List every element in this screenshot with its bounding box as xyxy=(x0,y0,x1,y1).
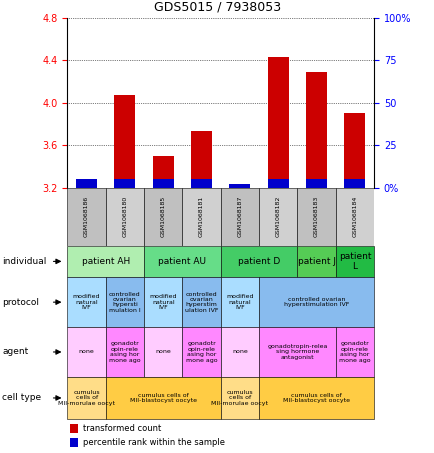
Text: patient D: patient D xyxy=(237,257,279,266)
Text: GSM1068184: GSM1068184 xyxy=(352,196,357,237)
Bar xyxy=(182,327,220,377)
Bar xyxy=(306,179,326,188)
Text: patient AH: patient AH xyxy=(82,257,130,266)
Bar xyxy=(335,327,373,377)
Text: GSM1068185: GSM1068185 xyxy=(161,196,165,237)
Bar xyxy=(306,72,326,188)
Bar xyxy=(144,327,182,377)
Text: cumulus
cells of
MII-morulae oocyt: cumulus cells of MII-morulae oocyt xyxy=(211,390,268,406)
Bar xyxy=(70,424,78,433)
Bar xyxy=(144,277,182,327)
Text: modified
natural
IVF: modified natural IVF xyxy=(149,294,177,310)
Text: GSM1068187: GSM1068187 xyxy=(237,196,242,237)
Text: GDS5015 / 7938053: GDS5015 / 7938053 xyxy=(154,0,280,13)
Text: controlled
ovarian
hyperstim
ulation IVF: controlled ovarian hyperstim ulation IVF xyxy=(184,292,218,313)
Bar xyxy=(344,179,365,188)
Bar xyxy=(220,277,259,327)
Bar xyxy=(144,246,220,277)
Bar xyxy=(114,95,135,188)
Text: none: none xyxy=(231,349,247,355)
Bar xyxy=(191,131,212,188)
Bar xyxy=(67,377,105,419)
Bar xyxy=(76,179,97,188)
Bar xyxy=(297,188,335,246)
Bar xyxy=(335,246,373,277)
Text: agent: agent xyxy=(2,347,28,357)
Bar xyxy=(67,188,105,246)
Bar xyxy=(70,438,78,447)
Text: patient
L: patient L xyxy=(338,252,370,271)
Text: controlled ovarian
hyperstimulation IVF: controlled ovarian hyperstimulation IVF xyxy=(283,297,349,307)
Text: GSM1068183: GSM1068183 xyxy=(313,196,319,237)
Text: none: none xyxy=(155,349,171,355)
Bar xyxy=(67,327,105,377)
Text: cumulus cells of
MII-blastocyst oocyte: cumulus cells of MII-blastocyst oocyte xyxy=(283,393,349,403)
Bar xyxy=(191,179,212,188)
Bar xyxy=(220,377,259,419)
Text: GSM1068181: GSM1068181 xyxy=(199,196,204,237)
Bar xyxy=(229,185,250,188)
Text: cell type: cell type xyxy=(2,394,41,402)
Text: GSM1068182: GSM1068182 xyxy=(275,196,280,237)
Bar xyxy=(152,156,174,188)
Text: cumulus
cells of
MII-morulae oocyt: cumulus cells of MII-morulae oocyt xyxy=(58,390,115,406)
Bar xyxy=(259,188,297,246)
Bar xyxy=(144,188,182,246)
Bar xyxy=(220,246,297,277)
Bar xyxy=(220,188,259,246)
Bar xyxy=(267,179,288,188)
Bar xyxy=(220,327,259,377)
Bar xyxy=(105,327,144,377)
Bar xyxy=(259,277,373,327)
Text: percentile rank within the sample: percentile rank within the sample xyxy=(82,438,224,447)
Text: gonadotropin-relea
sing hormone
antagonist: gonadotropin-relea sing hormone antagoni… xyxy=(266,344,327,360)
Bar xyxy=(105,277,144,327)
Text: GSM1068180: GSM1068180 xyxy=(122,196,127,237)
Bar xyxy=(182,188,220,246)
Text: gonadotr
opin-rele
asing hor
mone ago: gonadotr opin-rele asing hor mone ago xyxy=(185,342,217,362)
Bar xyxy=(67,277,105,327)
Bar xyxy=(229,184,250,188)
Text: GSM1068186: GSM1068186 xyxy=(84,196,89,237)
Bar xyxy=(259,377,373,419)
Bar xyxy=(76,179,97,188)
Bar xyxy=(267,57,288,188)
Text: none: none xyxy=(79,349,94,355)
Text: transformed count: transformed count xyxy=(82,424,161,433)
Text: individual: individual xyxy=(2,257,46,266)
Text: modified
natural
IVF: modified natural IVF xyxy=(72,294,100,310)
Bar xyxy=(105,377,220,419)
Text: gonadotr
opin-rele
asing hor
mone ago: gonadotr opin-rele asing hor mone ago xyxy=(109,342,141,362)
Bar xyxy=(114,179,135,188)
Text: patient AU: patient AU xyxy=(158,257,206,266)
Bar xyxy=(344,113,365,188)
Text: modified
natural
IVF: modified natural IVF xyxy=(226,294,253,310)
Text: patient J: patient J xyxy=(297,257,335,266)
Bar xyxy=(152,179,174,188)
Bar xyxy=(105,188,144,246)
Text: protocol: protocol xyxy=(2,298,39,307)
Bar xyxy=(297,246,335,277)
Bar xyxy=(259,327,335,377)
Bar xyxy=(67,246,144,277)
Text: controlled
ovarian
hypersti
mulation I: controlled ovarian hypersti mulation I xyxy=(109,292,141,313)
Bar xyxy=(182,277,220,327)
Text: cumulus cells of
MII-blastocyst oocyte: cumulus cells of MII-blastocyst oocyte xyxy=(129,393,196,403)
Bar xyxy=(335,188,373,246)
Text: gonadotr
opin-rele
asing hor
mone ago: gonadotr opin-rele asing hor mone ago xyxy=(339,342,370,362)
